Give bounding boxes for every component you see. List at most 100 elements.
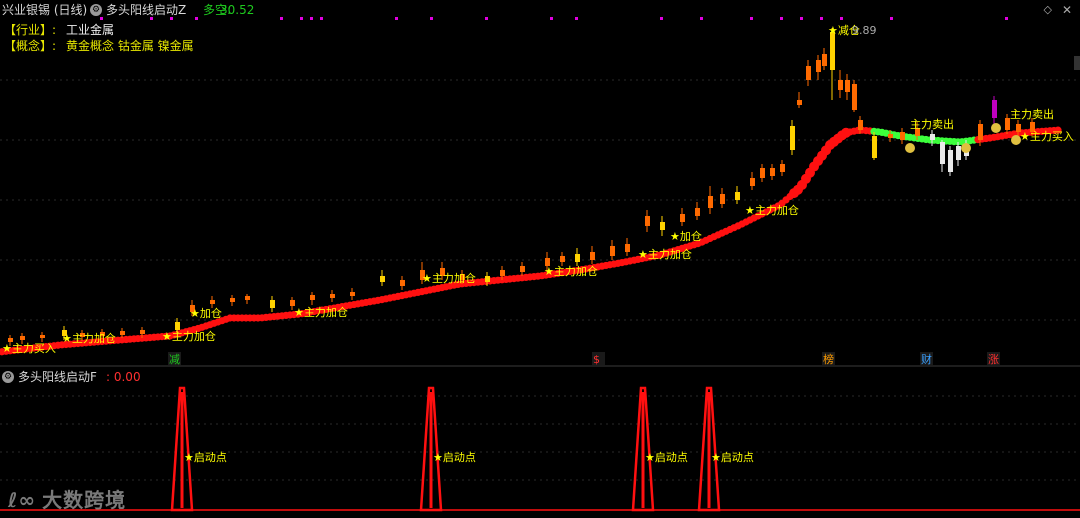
- signal-dot: [310, 17, 313, 20]
- signal-dot: [170, 17, 173, 20]
- candle-body: [735, 192, 740, 200]
- coin-icon: [1011, 135, 1021, 145]
- signal-dot: [485, 17, 488, 20]
- signal-dot: [890, 17, 893, 20]
- gear-icon[interactable]: ⚙: [2, 371, 14, 383]
- concept-key: 【概念】:: [4, 39, 57, 53]
- sub-chart-header: ⚙ 多头阳线启动F : 0.00: [0, 368, 400, 386]
- signal-dot: [660, 17, 663, 20]
- candle-body: [695, 208, 700, 216]
- candle-body: [915, 128, 920, 136]
- sub-indicator-name[interactable]: 多头阳线启动F: [18, 370, 97, 384]
- candle-body: [708, 196, 713, 208]
- watermark-text: 大数跨境: [42, 488, 127, 512]
- candle-body: [858, 120, 863, 130]
- candle-body: [790, 126, 795, 150]
- candle-body: [545, 258, 550, 266]
- coin-icon: [961, 143, 971, 153]
- candle-body: [780, 164, 785, 172]
- candle-body: [760, 168, 765, 178]
- candle-body: [625, 244, 630, 252]
- close-icon[interactable]: ✕: [1061, 3, 1072, 17]
- candle-body: [485, 276, 490, 282]
- diamond-icon[interactable]: ◇: [1043, 3, 1052, 16]
- annotation-label: ★主力加仓: [638, 247, 692, 261]
- indicator-value: 30.52: [220, 3, 255, 17]
- event-marker: $: [593, 353, 600, 366]
- concept-row: 【概念】: 黄金概念 钴金属 镍金属: [4, 38, 194, 54]
- annotation-label: ★加仓: [190, 306, 222, 320]
- trend-line: [0, 126, 1062, 356]
- concept-value: 黄金概念 钴金属 镍金属: [66, 39, 194, 53]
- annotation-label: ★主力加仓: [294, 305, 348, 319]
- candle-body: [956, 146, 961, 160]
- start-spike: [419, 386, 443, 512]
- candle-body: [440, 268, 445, 276]
- signal-dot: [800, 17, 803, 20]
- candle-body: [350, 292, 355, 296]
- candle-body: [230, 298, 235, 302]
- signal-dot: [150, 17, 153, 20]
- signal-dot: [1005, 17, 1008, 20]
- event-marker: 财: [921, 352, 932, 366]
- industry-row: 【行业】: 工业金属: [4, 22, 114, 38]
- signal-dot: [100, 17, 103, 20]
- peak-value: 9.89: [852, 24, 877, 37]
- candle-body: [900, 132, 905, 140]
- candlesticks: [8, 28, 1035, 346]
- candle-body: [8, 338, 13, 342]
- candle-body: [500, 270, 505, 276]
- event-marker-bg: [920, 352, 933, 365]
- candle-body: [575, 254, 580, 262]
- candle-body: [992, 100, 997, 118]
- sub-chart: ★启动点 ★启动点 ★启动点 ★启动点: [0, 386, 1080, 512]
- stock-symbol[interactable]: 兴业银锡 (日线): [2, 3, 88, 17]
- candle-body: [645, 216, 650, 226]
- annotation-label: ★主力加仓: [62, 331, 116, 345]
- candle-body: [560, 256, 565, 262]
- candle-body: [190, 305, 195, 312]
- candle-body: [380, 276, 385, 282]
- annotations: ★主力买入 ★主力加仓 ★主力加仓 ★加仓 ★主力加仓 ★主力加仓 ★主力加仓 ★主力加仓 ★加…: [2, 23, 1074, 355]
- candle-body: [290, 300, 295, 306]
- candle-body: [1030, 122, 1035, 132]
- candle-body: [838, 80, 843, 90]
- coin-icon: [991, 123, 1001, 133]
- candle-body: [720, 194, 725, 204]
- event-marker-bg: [168, 352, 181, 365]
- candle-body: [245, 296, 250, 300]
- candle-body: [40, 335, 45, 338]
- candle-body: [888, 134, 893, 138]
- start-spike: [631, 386, 655, 512]
- scroll-tab: [1074, 56, 1080, 70]
- candle-body: [680, 214, 685, 222]
- candle-body: [400, 280, 405, 286]
- indicator-name[interactable]: 多头阳线启动Z: [106, 3, 187, 17]
- watermark-logo: ℓ∞: [8, 488, 37, 512]
- event-markers: 减 $ 榜 财 涨: [168, 352, 1000, 366]
- candle-body: [270, 300, 275, 308]
- event-marker-bg: [987, 352, 1000, 365]
- candle-body: [948, 150, 953, 172]
- signal-dot: [320, 17, 323, 20]
- event-marker: 减: [169, 353, 180, 366]
- gear-icon[interactable]: ⚙: [90, 4, 102, 16]
- candle-body: [20, 336, 25, 340]
- candle-body: [210, 300, 215, 304]
- candle-body: [520, 266, 525, 272]
- start-spike: [697, 386, 721, 512]
- candle-body: [797, 100, 802, 105]
- annotation-label: ★主力加仓: [544, 264, 598, 278]
- start-label: ★启动点: [711, 451, 754, 464]
- candle-body: [822, 54, 827, 66]
- annotation-label: ★减仓: [828, 23, 860, 37]
- candle-body: [750, 178, 755, 186]
- industry-value: 工业金属: [66, 23, 115, 37]
- candle-body: [310, 295, 315, 300]
- signal-dot: [750, 17, 753, 20]
- start-label: ★启动点: [645, 451, 688, 464]
- signal-dot: [430, 17, 433, 20]
- candle-body: [816, 60, 821, 72]
- watermark: ℓ∞ 大数跨境: [8, 484, 126, 513]
